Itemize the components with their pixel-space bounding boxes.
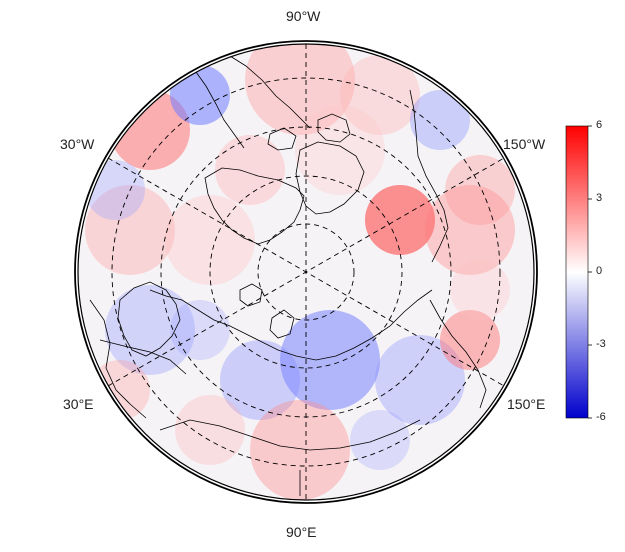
lon-label-30e: 30°E (63, 396, 94, 412)
anomaly-patch (250, 400, 350, 500)
anomaly-patch (365, 185, 435, 255)
lon-label-150e: 150°E (507, 396, 546, 412)
colorbar-tick-label: 6 (596, 119, 603, 131)
lon-label-90e: 90°E (286, 524, 317, 540)
colorbar-ticks (588, 125, 592, 419)
map-boundary (77, 43, 535, 501)
latitude-circle (111, 77, 501, 467)
graticule (107, 44, 505, 500)
anomaly-patch (85, 160, 145, 220)
anomaly-patch (170, 65, 230, 125)
anomaly-patch (105, 285, 195, 375)
anomaly-patch (165, 195, 255, 285)
meridian-30e-150w (107, 157, 505, 387)
anomaly-patch (350, 410, 410, 470)
anomaly-patch (280, 310, 380, 410)
anomaly-patch (295, 105, 385, 195)
anomaly-patch (175, 395, 245, 465)
anomaly-patch (425, 185, 515, 275)
latitude-circle (209, 175, 403, 369)
anomaly-patch (85, 185, 175, 275)
colorbar-tick-label: -6 (596, 411, 606, 423)
anomaly-patch (245, 44, 355, 135)
lon-label-30w: 30°W (60, 136, 95, 152)
anomaly-patch (220, 340, 300, 420)
anomaly-patch (215, 135, 285, 205)
coastlines (89, 55, 487, 496)
anomaly-patch (410, 90, 470, 150)
colorbar-tick-label: -3 (596, 338, 606, 350)
anomaly-patch (375, 335, 465, 425)
lon-label-90w: 90°W (286, 8, 321, 24)
colorbar-tick-label: 3 (596, 192, 603, 204)
map-frame (74, 40, 538, 504)
anomaly-patch (170, 300, 230, 360)
colorbar-tick-label: 0 (596, 265, 603, 277)
anomaly-patch (440, 310, 500, 370)
anomaly-patch (445, 155, 515, 225)
lon-label-150w: 150°W (503, 136, 546, 152)
anomaly-patch (340, 55, 420, 135)
anomaly-patch (90, 360, 150, 420)
colorbar (565, 125, 589, 419)
anomaly-field (78, 44, 534, 500)
anomaly-patch (450, 260, 510, 320)
